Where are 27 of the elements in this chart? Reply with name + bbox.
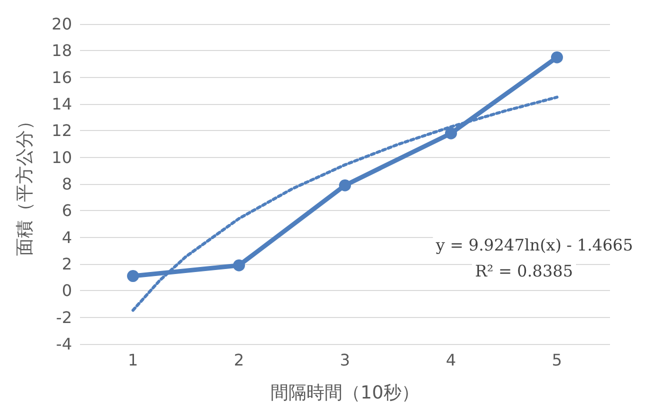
- point: [445, 127, 457, 140]
- x-tick-label: 4: [446, 350, 456, 370]
- y-tick-label: 18: [52, 41, 72, 60]
- point: [127, 270, 139, 282]
- x-axis-title: 間隔時間（10秒）: [270, 382, 420, 404]
- y-tick-label: -2: [56, 308, 72, 327]
- y-tick-label: 4: [62, 228, 72, 247]
- y-tick-label: -4: [56, 334, 72, 354]
- x-tick-label: 1: [128, 350, 138, 370]
- x-tick-label: 5: [552, 350, 562, 370]
- y-axis-title: 面積（平方公分）: [14, 112, 36, 256]
- point: [233, 259, 245, 272]
- x-tick-label: 2: [234, 350, 244, 370]
- x-tick-label: 3: [340, 350, 350, 370]
- y-tick-label: 16: [52, 68, 72, 87]
- y-tick-label: 8: [62, 174, 72, 194]
- point: [551, 51, 563, 64]
- y-tick-label: 12: [52, 121, 72, 140]
- y-tick-label: 0: [62, 281, 72, 300]
- annotation: R² = 0.8385: [474, 262, 574, 280]
- y-tick-label: 10: [52, 148, 72, 167]
- annotation: y = 9.9247ln(x) - 1.4665: [434, 236, 633, 254]
- y-tick-label: 2: [62, 254, 72, 274]
- y-tick-label: 6: [62, 201, 72, 220]
- point: [339, 179, 351, 192]
- y-tick-label: 14: [52, 94, 72, 114]
- y-tick-label: 20: [52, 14, 72, 34]
